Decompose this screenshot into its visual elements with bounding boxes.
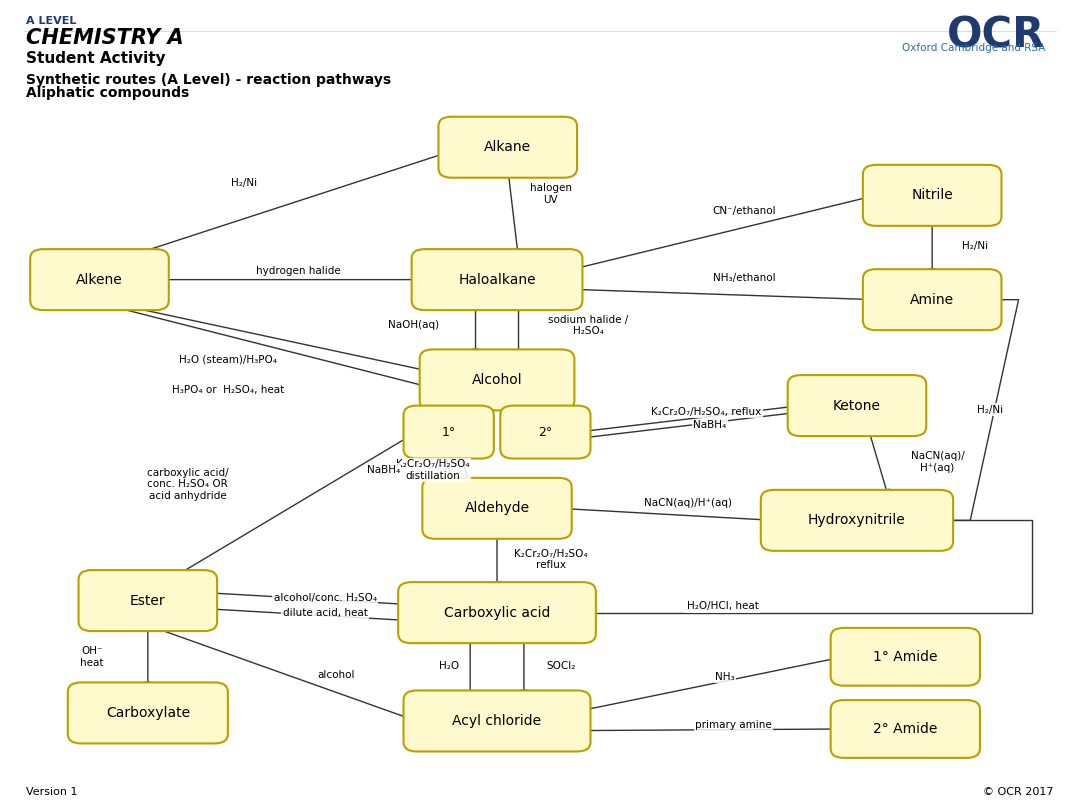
Text: OH⁻
heat: OH⁻ heat [80, 646, 104, 667]
Text: H₂O (steam)/H₃PO₄: H₂O (steam)/H₃PO₄ [179, 354, 278, 364]
Text: Amine: Amine [910, 292, 955, 307]
Text: © OCR 2017: © OCR 2017 [983, 787, 1054, 797]
Text: H₂O/HCl, heat: H₂O/HCl, heat [687, 601, 758, 611]
FancyBboxPatch shape [411, 249, 582, 310]
Text: K₂Cr₂O₇/H₂SO₄
distillation: K₂Cr₂O₇/H₂SO₄ distillation [395, 459, 470, 481]
FancyBboxPatch shape [399, 582, 596, 643]
Text: NH₃/ethanol: NH₃/ethanol [713, 273, 775, 283]
FancyBboxPatch shape [420, 349, 575, 410]
FancyBboxPatch shape [760, 490, 954, 551]
Text: Alcohol: Alcohol [472, 373, 523, 387]
Text: Version 1: Version 1 [26, 787, 78, 797]
Text: NaCN(aq)/H⁺(aq): NaCN(aq)/H⁺(aq) [645, 498, 732, 507]
Text: Ketone: Ketone [833, 398, 881, 413]
Text: alcohol/conc. H₂SO₄: alcohol/conc. H₂SO₄ [273, 593, 377, 604]
FancyBboxPatch shape [422, 478, 571, 539]
FancyBboxPatch shape [863, 269, 1001, 330]
Text: Alkene: Alkene [76, 272, 123, 287]
Text: Aliphatic compounds: Aliphatic compounds [26, 86, 190, 100]
Text: Oxford Cambridge and RSA: Oxford Cambridge and RSA [902, 43, 1045, 53]
Text: Student Activity: Student Activity [26, 51, 166, 66]
Text: halogen
UV: halogen UV [530, 183, 571, 204]
Text: sodium halide /
H₂SO₄: sodium halide / H₂SO₄ [549, 314, 629, 336]
Text: Carboxylic acid: Carboxylic acid [444, 606, 550, 620]
Text: alcohol: alcohol [318, 670, 354, 680]
FancyBboxPatch shape [30, 249, 168, 310]
FancyBboxPatch shape [500, 406, 591, 459]
Text: Alkane: Alkane [484, 141, 531, 154]
Text: NaCN(aq)/
H⁺(aq): NaCN(aq)/ H⁺(aq) [910, 451, 964, 473]
Text: H₂/Ni: H₂/Ni [977, 405, 1003, 415]
Text: 2°: 2° [538, 426, 553, 439]
Text: carboxylic acid/
conc. H₂SO₄ OR
acid anhydride: carboxylic acid/ conc. H₂SO₄ OR acid anh… [147, 468, 228, 501]
FancyBboxPatch shape [863, 165, 1001, 226]
Text: Ester: Ester [130, 594, 165, 608]
Text: dilute acid, heat: dilute acid, heat [283, 608, 367, 617]
Text: Haloalkane: Haloalkane [458, 272, 536, 287]
FancyBboxPatch shape [404, 691, 591, 751]
FancyBboxPatch shape [831, 628, 980, 686]
Text: CN⁻/ethanol: CN⁻/ethanol [713, 206, 775, 217]
Text: 1°: 1° [442, 426, 456, 439]
Text: hydrogen halide: hydrogen halide [256, 266, 340, 276]
Text: Aldehyde: Aldehyde [464, 501, 529, 516]
Text: Hydroxynitrile: Hydroxynitrile [808, 513, 906, 528]
FancyBboxPatch shape [68, 683, 228, 743]
Text: CHEMISTRY A: CHEMISTRY A [26, 28, 184, 48]
Text: K₂Cr₂O₇/H₂SO₄, reflux: K₂Cr₂O₇/H₂SO₄, reflux [651, 407, 761, 417]
FancyBboxPatch shape [787, 375, 927, 436]
FancyBboxPatch shape [404, 406, 494, 459]
FancyBboxPatch shape [831, 700, 980, 758]
Text: Nitrile: Nitrile [912, 188, 953, 202]
Text: A LEVEL: A LEVEL [26, 16, 77, 27]
Text: NH₃: NH₃ [715, 671, 734, 682]
Text: OCR: OCR [947, 15, 1045, 57]
Text: NaOH(aq): NaOH(aq) [388, 320, 438, 330]
Text: NaBH₄: NaBH₄ [366, 465, 400, 475]
FancyBboxPatch shape [79, 570, 217, 631]
Text: H₂/Ni: H₂/Ni [962, 241, 988, 251]
Text: 2° Amide: 2° Amide [873, 722, 937, 736]
FancyBboxPatch shape [438, 116, 577, 178]
Text: H₂/Ni: H₂/Ni [231, 179, 258, 188]
Text: 1° Amide: 1° Amide [873, 650, 937, 663]
Text: Synthetic routes (A Level) - reaction pathways: Synthetic routes (A Level) - reaction pa… [26, 74, 392, 87]
Text: H₃PO₄ or  H₂SO₄, heat: H₃PO₄ or H₂SO₄, heat [173, 385, 284, 394]
Text: Acyl chloride: Acyl chloride [453, 714, 541, 728]
Text: primary amine: primary amine [696, 720, 772, 730]
Text: H₂O: H₂O [438, 662, 459, 671]
Text: Carboxylate: Carboxylate [106, 706, 190, 720]
Text: SOCl₂: SOCl₂ [546, 662, 576, 671]
Text: NaBH₄: NaBH₄ [693, 420, 727, 430]
Text: K₂Cr₂O₇/H₂SO₄
reflux: K₂Cr₂O₇/H₂SO₄ reflux [514, 549, 588, 570]
